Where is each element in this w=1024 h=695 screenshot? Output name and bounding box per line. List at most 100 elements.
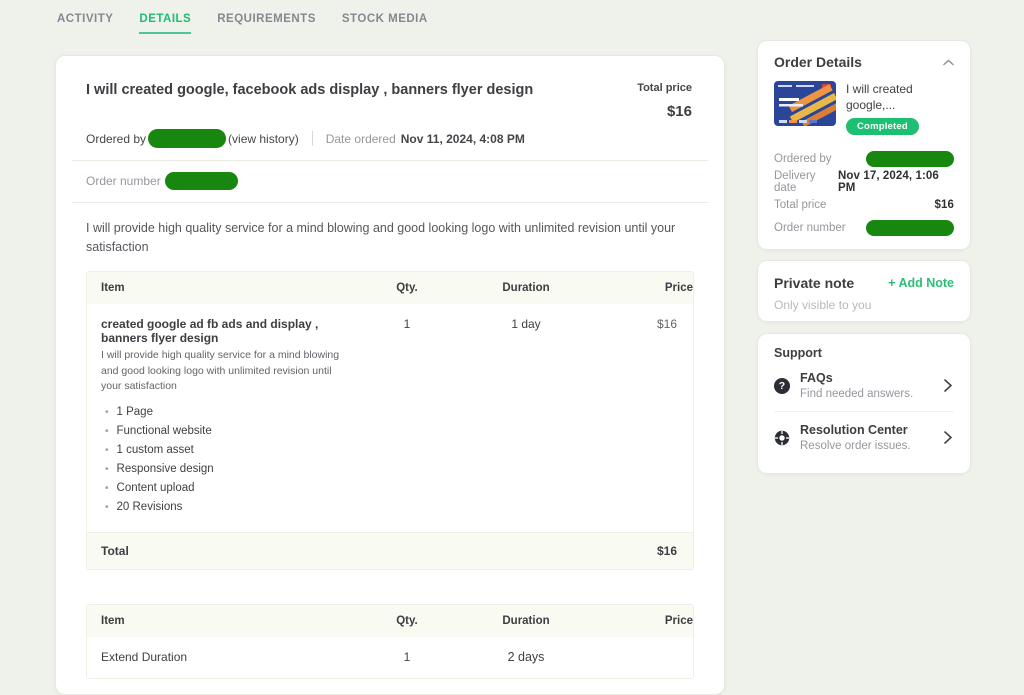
ordered-by-row: Ordered by [774,147,954,170]
delivery-date-label: Delivery date [774,169,816,194]
private-note-title: Private note [774,275,855,291]
items-table: Item Qty. Duration Price created google … [86,270,694,570]
tab-details[interactable]: DETAILS [139,13,192,34]
support-card: Support ? FAQs Find needed answers. [757,333,971,474]
support-item-resolution-center[interactable]: Resolution Center Resolve order issues. [774,412,954,463]
gig-summary-row: I will created google,... Completed [774,81,954,136]
total-price-row: Total price $16 [774,193,954,216]
order-number-redacted [866,219,954,236]
gig-info: I will created google,... Completed [846,81,952,136]
col-header-duration: Duration [502,615,550,627]
sidebar-order-details-card: Order Details [757,40,971,250]
tab-activity[interactable]: ACTIVITY [57,13,114,25]
total-price-value: $16 [934,198,954,211]
table-row: created google ad fb ads and display , b… [87,303,693,532]
resolution-center-subtitle: Resolve order issues. [800,440,911,452]
order-number-label: Order number [86,174,161,188]
meta-divider [311,131,313,146]
order-number-row: Order number [774,216,954,239]
tab-stock-media[interactable]: STOCK MEDIA [341,13,428,25]
total-price-label: Total price [774,198,827,211]
col-header-qty: Qty. [396,615,418,627]
col-header-duration: Duration [502,281,550,294]
order-number-redacted [164,172,238,190]
date-ordered-value: Nov 11, 2024, 4:08 PM [400,131,525,146]
buyer-name-redacted [866,150,954,167]
order-details-panel: I will created google, facebook ads disp… [55,55,725,695]
total-price-block: Total price $16 [637,82,694,120]
table-row: Extend Duration 1 2 days [87,637,693,678]
lifebuoy-icon [774,430,790,446]
feature-item: 1 custom asset [101,444,349,456]
items-total-row: Total $16 [87,532,693,569]
total-price-value: $16 [666,103,692,120]
delivery-date-row: Delivery date Nov 17, 2024, 1:06 PM [774,169,954,194]
col-header-item: Item [101,615,125,627]
view-history-link[interactable]: (view history) [228,131,299,146]
item-cell: created google ad fb ads and display , b… [87,304,363,532]
extra-item-title: Extend Duration [101,650,188,664]
col-header-item: Item [101,281,125,294]
add-note-button[interactable]: + Add Note [888,276,954,290]
order-header: I will created google, facebook ads disp… [86,82,694,120]
order-details-card-header: Order Details [774,54,954,70]
item-qty: 1 [403,316,411,331]
total-price-label: Total price [637,82,692,94]
delivery-date-value: Nov 17, 2024, 1:06 PM [838,169,939,194]
item-price: $16 [656,316,677,331]
extras-table: Item Qty. Duration Price Extend Duration… [86,604,694,679]
support-divider [774,411,954,412]
item-duration: 1 day [511,316,541,331]
private-note-card: Private note + Add Note Only visible to … [757,260,971,322]
date-ordered-label: Date ordered [325,131,396,146]
item-title: created google ad fb ads and display , b… [101,316,319,345]
tab-requirements[interactable]: REQUIREMENTS [217,13,316,25]
buyer-name-redacted [148,129,227,148]
chevron-up-icon[interactable] [943,58,954,66]
resolution-texts: Resolution Center Resolve order issues. [800,423,934,452]
col-header-price: Price [664,281,693,294]
feature-item: 1 Page [101,406,349,418]
extras-table-header: Item Qty. Duration Price [87,605,693,637]
private-note-subtitle: Only visible to you [774,298,872,312]
faqs-texts: FAQs Find needed answers. [800,371,934,400]
ordered-by-label: Ordered by [774,152,832,165]
total-label: Total [101,544,129,558]
order-tabs: ACTIVITY DETAILS REQUIREMENTS STOCK MEDI… [57,13,428,34]
col-header-qty: Qty. [396,281,418,294]
total-value: $16 [656,544,677,558]
chevron-right-icon [944,379,954,392]
item-subtitle: I will provide high quality service for … [101,348,340,393]
support-title: Support [774,346,822,360]
gig-title[interactable]: I will created google,... [846,82,913,113]
feature-item: 20 Revisions [101,501,349,513]
gig-thumbnail[interactable] [774,81,836,126]
order-meta-row: Ordered by (view history) Date ordered N… [86,129,694,148]
faqs-subtitle: Find needed answers. [800,388,914,400]
status-badge: Completed [846,118,919,136]
order-description: I will provide high quality service for … [86,221,676,255]
table-gap [86,570,694,591]
feature-item: Responsive design [101,463,349,475]
faqs-title: FAQs [800,371,833,385]
question-circle-icon: ? [774,377,790,394]
feature-item: Content upload [101,482,349,494]
order-details-card-title: Order Details [774,54,862,70]
private-note-header: Private note + Add Note [774,275,954,291]
support-item-faqs[interactable]: ? FAQs Find needed answers. [774,360,954,411]
extra-item-price [601,637,693,664]
divider [72,202,708,203]
order-number-label: Order number [774,221,846,234]
items-table-header: Item Qty. Duration Price [87,271,693,304]
resolution-center-title: Resolution Center [800,423,908,437]
ordered-by-label: Ordered by [86,131,147,146]
feature-item: Functional website [101,425,349,437]
order-summary-rows: Ordered by Delivery date Nov 17, 2024, 1… [774,147,954,239]
extra-item-qty: 1 [403,650,411,664]
extra-item-duration: 2 days [507,650,545,664]
divider [72,160,708,161]
item-features-list: 1 Page Functional website 1 custom asset… [101,406,349,513]
chevron-right-icon [944,431,954,444]
order-number-row: Order number [86,172,694,190]
order-title: I will created google, facebook ads disp… [86,82,534,98]
